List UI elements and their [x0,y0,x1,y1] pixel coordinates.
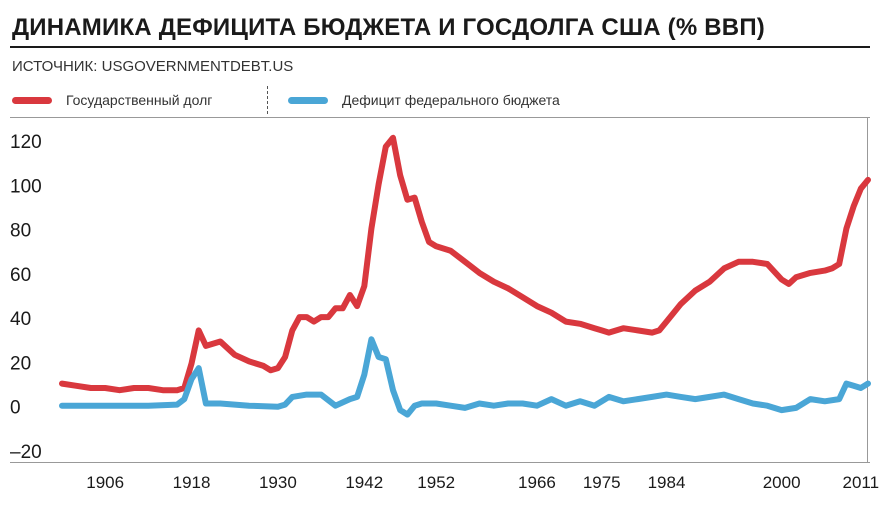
x-tick-label: 1984 [648,473,686,492]
chart-title: ДИНАМИКА ДЕФИЦИТА БЮДЖЕТА И ГОСДОЛГА США… [12,14,765,41]
legend-label-deficit: Дефицит федерального бюджета [342,92,560,108]
y-tick-label: 60 [10,265,31,286]
x-tick-label: 1966 [518,473,556,492]
y-tick-label: 100 [10,176,42,197]
legend-label-debt: Государственный долг [66,92,213,108]
x-tick-label: 2011 [843,473,880,492]
legend-swatch-deficit [288,96,328,104]
x-tick-label: 1930 [259,473,297,492]
legend-separator [267,86,268,114]
y-tick-label: 20 [10,353,31,374]
x-tick-label: 1975 [583,473,621,492]
y-tick-label: 0 [10,398,21,419]
x-tick-label: 2000 [763,473,801,492]
legend: Государственный долг Дефицит федеральног… [12,86,870,114]
x-tick-label: 1952 [417,473,455,492]
legend-swatch-debt [12,96,52,104]
legend-rule [10,117,870,118]
y-tick-label: 80 [10,221,31,242]
x-tick-label: 1906 [86,473,124,492]
y-tick-label: –20 [10,442,42,463]
x-tick-label: 1942 [345,473,383,492]
series-line-debt [59,134,871,394]
y-tick-label: 120 [10,132,42,153]
title-rule [10,46,870,48]
legend-item-deficit: Дефицит федерального бюджета [288,92,560,108]
legend-item-debt: Государственный долг [12,92,212,108]
axis-rule [10,462,870,463]
x-tick-label: 1918 [173,473,211,492]
y-tick-label: 40 [10,309,31,330]
series-line-deficit [59,336,871,418]
plot-frame [10,117,868,462]
source-note: ИСТОЧНИК: USGOVERNMENTDEBT.US [12,58,294,75]
